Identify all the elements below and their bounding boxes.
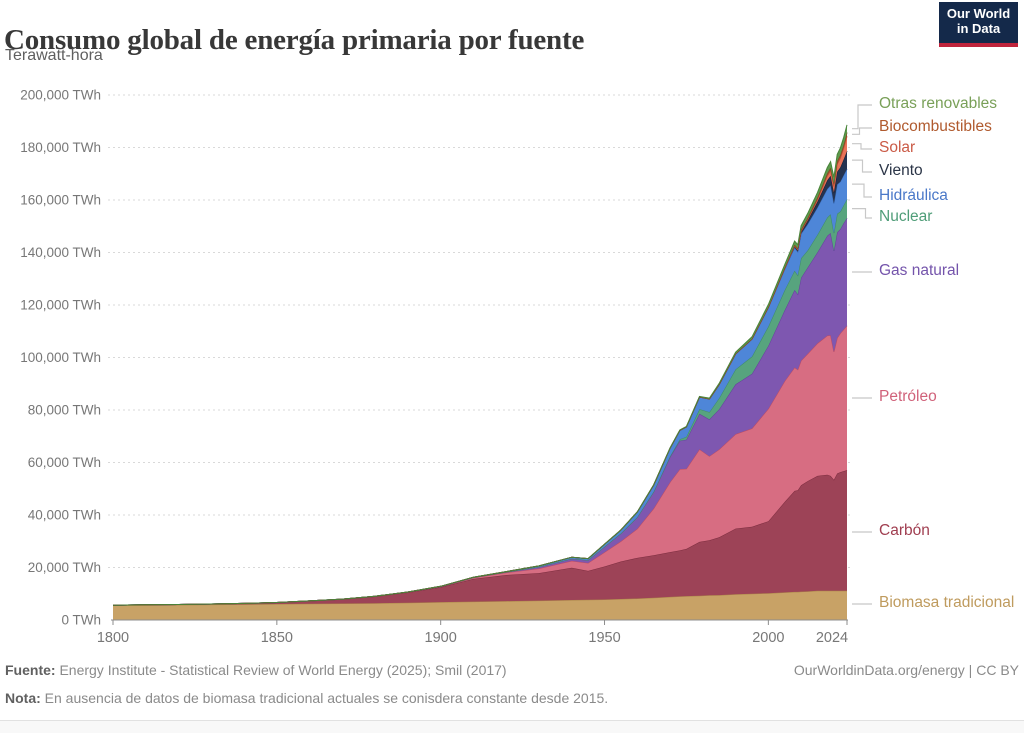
legend-label-nuclear[interactable]: Nuclear bbox=[879, 208, 933, 225]
note-line: Nota: En ausencia de datos de biomasa tr… bbox=[5, 690, 608, 706]
owid-logo-line1: Our World bbox=[946, 6, 1011, 21]
legend-connector-solar bbox=[852, 143, 872, 150]
legend-label-biocombustibles[interactable]: Biocombustibles bbox=[879, 118, 992, 135]
y-tick-label: 160,000 TWh bbox=[20, 193, 101, 208]
note-text: En ausencia de datos de biomasa tradicio… bbox=[44, 690, 609, 706]
y-tick-label: 40,000 TWh bbox=[28, 508, 101, 523]
legend-label-otras-renovables[interactable]: Otras renovables bbox=[879, 95, 998, 112]
x-tick-label: 2000 bbox=[752, 630, 784, 646]
x-tick-label: 1950 bbox=[588, 630, 620, 646]
owid-logo-line2: in Data bbox=[956, 21, 1001, 36]
legend-label-carbon[interactable]: Carbón bbox=[879, 522, 930, 539]
note-label: Nota: bbox=[5, 690, 41, 706]
legend-label-gas-natural[interactable]: Gas natural bbox=[879, 262, 960, 279]
y-tick-label: 80,000 TWh bbox=[28, 403, 101, 418]
y-tick-label: 200,000 TWh bbox=[20, 88, 101, 103]
owid-logo[interactable]: Our World in Data bbox=[939, 2, 1018, 47]
legend-label-solar[interactable]: Solar bbox=[879, 139, 916, 156]
legend-connector-otras-renovables bbox=[852, 104, 872, 130]
y-tick-label: 100,000 TWh bbox=[20, 350, 101, 365]
chart-unit-subtitle: Terawatt-hora bbox=[5, 47, 103, 64]
credit-link[interactable]: OurWorldinData.org/energy | CC BY bbox=[793, 662, 1019, 678]
y-tick-label: 0 TWh bbox=[61, 613, 101, 628]
legend-connector-hidraulica bbox=[852, 183, 872, 198]
source-line: Fuente: Energy Institute - Statistical R… bbox=[5, 662, 507, 678]
source-label: Fuente: bbox=[5, 662, 56, 678]
y-tick-label: 140,000 TWh bbox=[20, 245, 101, 260]
legend-connector-biocombustibles bbox=[852, 127, 872, 135]
page-title: Consumo global de energía primaria por f… bbox=[4, 24, 585, 57]
legend-label-biomasa-tradicional[interactable]: Biomasa tradicional bbox=[879, 594, 1015, 611]
legend-connector-viento bbox=[852, 159, 872, 173]
y-tick-label: 180,000 TWh bbox=[20, 140, 101, 155]
x-tick-label: 1900 bbox=[425, 630, 457, 646]
x-tick-label: 1850 bbox=[261, 630, 293, 646]
y-tick-label: 120,000 TWh bbox=[20, 298, 101, 313]
x-tick-label: 2024 bbox=[816, 630, 848, 646]
area-carbon[interactable] bbox=[113, 470, 847, 606]
legend-label-petroleo[interactable]: Petróleo bbox=[879, 388, 937, 405]
source-text: Energy Institute - Statistical Review of… bbox=[59, 662, 507, 678]
x-tick-label: 1800 bbox=[97, 630, 129, 646]
line-otras-renovables bbox=[112, 124, 848, 606]
area-biomasa-tradicional[interactable] bbox=[113, 590, 847, 620]
legend-label-hidraulica[interactable]: Hidráulica bbox=[879, 187, 948, 204]
legend-connector-nuclear bbox=[852, 208, 872, 219]
y-tick-label: 60,000 TWh bbox=[28, 455, 101, 470]
legend-label-viento[interactable]: Viento bbox=[879, 162, 923, 179]
area-petroleo[interactable] bbox=[113, 325, 847, 606]
y-tick-label: 20,000 TWh bbox=[28, 560, 101, 575]
timeline-strip[interactable] bbox=[0, 720, 1024, 733]
